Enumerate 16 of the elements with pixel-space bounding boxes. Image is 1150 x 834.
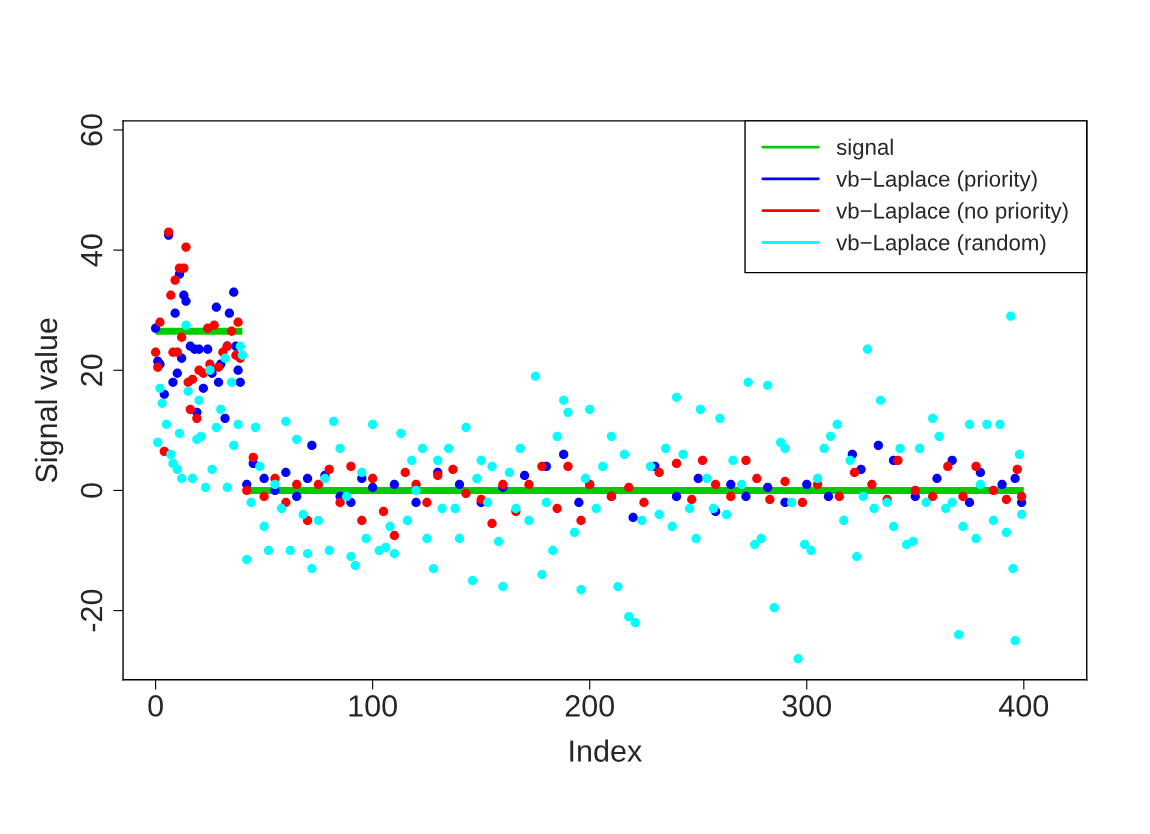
x-tick-label: 0: [148, 695, 163, 717]
x-tick-label: 100: [349, 695, 397, 717]
y-tick-label: 60: [80, 114, 103, 146]
legend-label: vb−Laplace (no priority): [836, 202, 1068, 224]
y-tick-label: 20: [80, 354, 103, 386]
x-tick-label: 200: [565, 695, 614, 717]
x-axis-title: Index: [570, 739, 642, 762]
legend-label: vb−Laplace (priority): [836, 170, 1037, 192]
legend-label: signal: [836, 138, 893, 160]
y-axis-title: Signal value: [34, 318, 64, 483]
x-tick-label: 300: [782, 695, 832, 717]
y-tick-label: -20: [80, 589, 103, 632]
y-tick-label: 40: [80, 234, 103, 267]
legend-label: vb−Laplace (random): [836, 234, 1046, 255]
x-tick-label: 400: [999, 695, 1049, 717]
y-tick-label: 0: [80, 483, 103, 498]
